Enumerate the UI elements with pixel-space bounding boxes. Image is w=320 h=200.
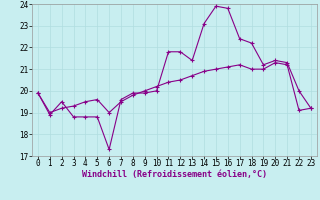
X-axis label: Windchill (Refroidissement éolien,°C): Windchill (Refroidissement éolien,°C)	[82, 170, 267, 179]
